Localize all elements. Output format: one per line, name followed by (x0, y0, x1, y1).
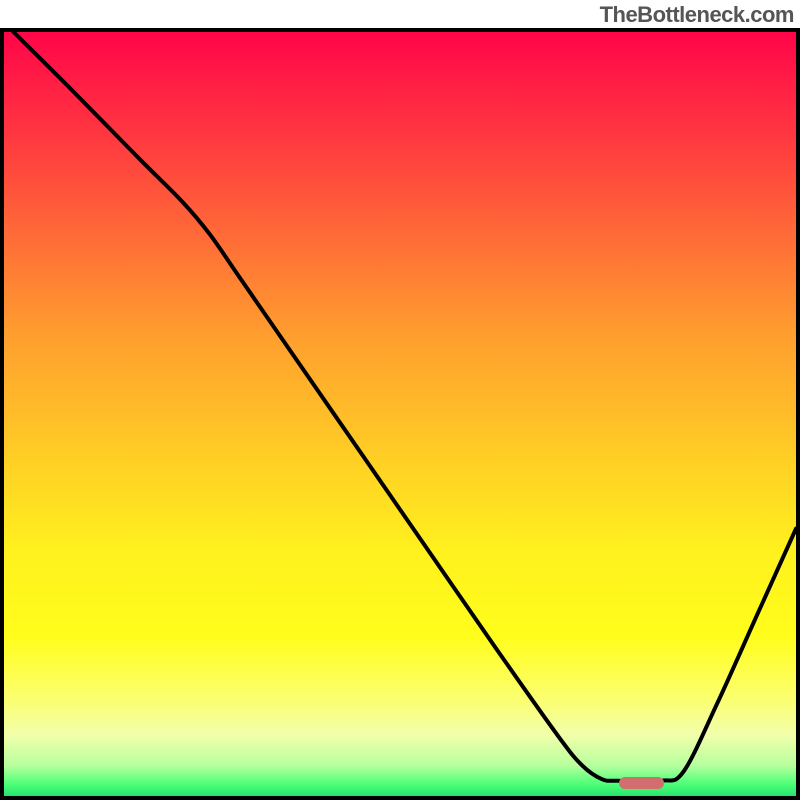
watermark-text: TheBottleneck.com (600, 2, 794, 28)
optimum-marker (619, 777, 663, 788)
plot-area (0, 28, 800, 800)
bottleneck-curve (4, 32, 796, 796)
chart-container: TheBottleneck.com (0, 0, 800, 800)
